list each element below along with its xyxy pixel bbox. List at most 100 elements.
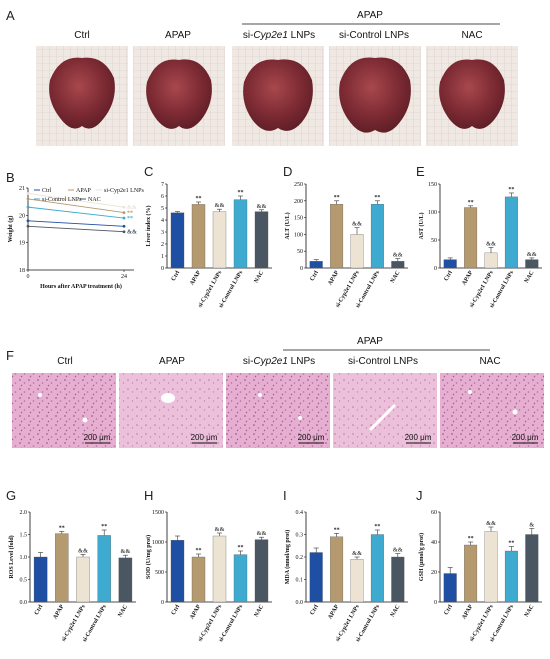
y-tick-label: 20 [19,213,25,219]
series-point-si-control-lnps [122,216,126,220]
scale-bar-label-apap: 200 μm [191,433,218,442]
bar-si-cyp2e1-lnps [484,252,498,269]
y-tick-label: 0 [300,266,303,272]
category-label: si-Control LNPs [82,603,108,643]
panel-f-histology [12,373,544,448]
significance-mark: && [127,205,137,211]
significance-mark: && [393,548,403,554]
significance-mark: && [120,549,130,555]
bar-nac [391,261,405,269]
category-label: Ctrl [171,270,182,283]
category-label: APAP [53,604,66,621]
y-tick-label: 4 [161,218,164,224]
bar-nac [391,556,405,603]
series-point-nac [26,224,30,228]
legend-label: APAP [76,188,91,194]
bar-nac [118,557,133,603]
category-label: APAP [327,604,340,621]
bar-ctrl [33,556,48,603]
significance-mark: ** [468,200,474,206]
panel-letter-c: C [144,164,153,179]
bar-si-cyp2e1-lnps [76,556,90,603]
histology-apap [119,373,223,448]
category-label: APAP [189,270,202,287]
bar-si-control-lnps [233,199,248,269]
category-label: Ctrl [34,604,45,617]
y-tick-label: 40 [431,540,437,546]
y-tick-label: 3 [161,230,164,236]
y-axis-label: Liver index (%) [145,206,152,247]
panel-f-label-ctrl: Ctrl [57,356,73,367]
y-tick-label: 50 [297,249,303,255]
significance-mark: ** [59,525,65,531]
category-label: si-Control LNPs [218,603,244,643]
y-tick-label: 20 [431,570,437,576]
y-tick-label: 21 [19,186,25,192]
y-tick-label: 0.0 [296,600,304,606]
series-line-apap [27,198,125,214]
bar-si-cyp2e1-lnps [484,531,498,603]
significance-mark: && [352,222,362,228]
y-tick-label: 19 [19,241,25,247]
significance-mark: ** [196,548,202,554]
panel-a-label-si-control: si-Control LNPs [339,30,409,41]
y-tick-label: 2 [161,242,164,248]
bar-ctrl [309,552,323,603]
panel-letter-j: J [416,488,423,503]
significance-mark: ** [238,545,244,551]
panel-letter-i: I [283,488,287,503]
bar-si-control-lnps [97,535,111,603]
bar-si-control-lnps [504,196,518,269]
category-label: APAP [327,270,340,287]
y-tick-label: 0.2 [296,555,304,561]
significance-mark: ** [334,195,340,201]
y-tick-label: 1500 [152,510,164,516]
significance-mark: && [486,521,496,527]
panel-a-group-header: APAP [357,10,383,21]
y-tick-label: 150 [428,182,437,188]
y-tick-label: 1 [161,254,164,260]
bar-ctrl [309,261,323,269]
y-tick-label: 1000 [152,540,164,546]
y-axis-label: ALT (U/L) [284,212,291,239]
bar-nac [525,534,539,603]
significance-mark: ** [374,524,380,530]
scale-bar-label-si-cyp2e1: 200 μm [298,433,325,442]
panel-letter-a: A [6,8,15,23]
significance-mark: ** [238,190,244,196]
panel-a-label-si-cyp2e1: si-Cyp2e1 LNPs [243,30,315,41]
significance-mark: && [257,531,267,537]
y-tick-label: 0.3 [296,533,304,539]
y-tick-label: 6 [161,194,164,200]
significance-mark: && [352,551,362,557]
histology-si-control [333,373,437,448]
series-line-ctrl [27,220,125,227]
bar-si-control-lnps [370,204,384,269]
bar-si-control-lnps [504,550,518,603]
y-tick-label: 7 [161,182,164,188]
y-tick-label: 0 [161,266,164,272]
series-point-nac [122,230,126,234]
bar-nac [525,259,539,269]
category-label: APAP [461,270,474,287]
y-tick-label: 60 [431,510,437,516]
x-tick-label: 24 [121,274,127,280]
series-point-si-control-lnps [26,205,30,209]
panel-a-label-apap: APAP [165,30,191,41]
bar-si-cyp2e1-lnps [212,535,227,603]
category-label: Ctrl [309,604,320,617]
y-axis-label: AST (U/L) [418,212,425,239]
legend-label: NAC [88,197,101,203]
category-label: Ctrl [443,604,454,617]
category-label: NAC [390,270,402,284]
bar-si-cyp2e1-lnps [212,211,227,269]
y-tick-label: 1.5 [20,533,28,539]
bar-ctrl [170,540,185,603]
category-label: APAP [189,604,202,621]
category-label: NAC [390,604,402,618]
significance-mark: ** [508,187,514,193]
significance-mark: && [393,253,403,259]
